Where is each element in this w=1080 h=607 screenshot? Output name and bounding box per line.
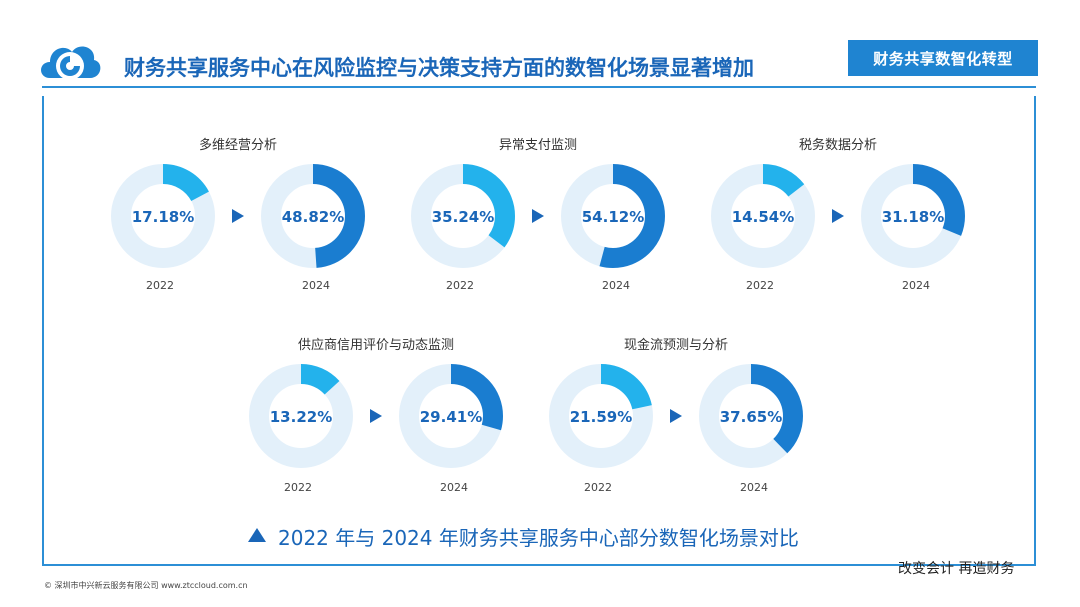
donut-value-arc — [111, 164, 215, 268]
year-label-2022: 2022 — [746, 279, 774, 292]
company-logo-icon — [41, 46, 101, 80]
donut-value-arc — [399, 364, 503, 468]
donut-value-label: 37.65% — [720, 408, 782, 426]
frame-top-line — [42, 86, 1036, 88]
donut-chart-0-2024: 48.82% — [261, 164, 365, 268]
donut-value-arc — [699, 364, 803, 468]
donut-value-label: 17.18% — [132, 208, 194, 226]
year-label-2024: 2024 — [602, 279, 630, 292]
year-label-2022: 2022 — [584, 481, 612, 494]
donut-chart-3-2024: 29.41% — [399, 364, 503, 468]
year-label-2022: 2022 — [446, 279, 474, 292]
donut-value-arc — [861, 164, 965, 268]
donut-value-label: 48.82% — [282, 208, 344, 226]
donut-value-label: 35.24% — [432, 208, 494, 226]
donut-chart-1-2022: 35.24% — [411, 164, 515, 268]
year-label-2024: 2024 — [302, 279, 330, 292]
year-label-2024: 2024 — [902, 279, 930, 292]
donut-chart-2-2022: 14.54% — [711, 164, 815, 268]
donut-chart-0-2022: 17.18% — [111, 164, 215, 268]
donut-chart-2-2024: 31.18% — [861, 164, 965, 268]
donut-value-arc — [261, 164, 365, 268]
page-title: 财务共享服务中心在风险监控与决策支持方面的数智化场景显著增加 — [124, 56, 754, 80]
donut-chart-4-2022: 21.59% — [549, 364, 653, 468]
donut-value-label: 13.22% — [270, 408, 332, 426]
arrow-right-icon — [832, 209, 844, 223]
content-frame — [42, 96, 1036, 566]
donut-value-arc — [411, 164, 515, 268]
topic-badge: 财务共享数智化转型 — [848, 40, 1038, 76]
footer-copyright: © 深圳市中兴新云服务有限公司 www.ztccloud.com.cn — [44, 581, 248, 590]
chart-caption: 2022 年与 2024 年财务共享服务中心部分数智化场景对比 — [278, 522, 799, 551]
donut-value-label: 54.12% — [582, 208, 644, 226]
group-title-1: 异常支付监测 — [498, 138, 578, 153]
group-title-0: 多维经营分析 — [198, 138, 278, 153]
caption-triangle-icon — [248, 528, 266, 542]
donut-chart-3-2022: 13.22% — [249, 364, 353, 468]
donut-value-arc — [711, 164, 815, 268]
title-bar: 财务共享服务中心在风险监控与决策支持方面的数智化场景显著增加 — [108, 48, 848, 88]
year-label-2024: 2024 — [440, 481, 468, 494]
year-label-2024: 2024 — [740, 481, 768, 494]
arrow-right-icon — [370, 409, 382, 423]
year-label-2022: 2022 — [146, 279, 174, 292]
arrow-right-icon — [670, 409, 682, 423]
donut-value-arc — [249, 364, 353, 468]
donut-value-label: 21.59% — [570, 408, 632, 426]
donut-value-arc — [561, 164, 665, 268]
donut-chart-4-2024: 37.65% — [699, 364, 803, 468]
chart-caption-text: 2022 年与 2024 年财务共享服务中心部分数智化场景对比 — [278, 526, 799, 550]
donut-chart-1-2024: 54.12% — [561, 164, 665, 268]
year-label-2022: 2022 — [284, 481, 312, 494]
donut-value-label: 31.18% — [882, 208, 944, 226]
group-title-4: 现金流预测与分析 — [623, 338, 729, 353]
slogan: 改变会计 再造财务 — [898, 561, 1015, 577]
donut-value-label: 29.41% — [420, 408, 482, 426]
arrow-right-icon — [532, 209, 544, 223]
donut-value-arc — [549, 364, 653, 468]
arrow-right-icon — [232, 209, 244, 223]
donut-value-label: 14.54% — [732, 208, 794, 226]
group-title-2: 税务数据分析 — [798, 138, 878, 153]
group-title-3: 供应商信用评价与动态监测 — [297, 338, 455, 353]
